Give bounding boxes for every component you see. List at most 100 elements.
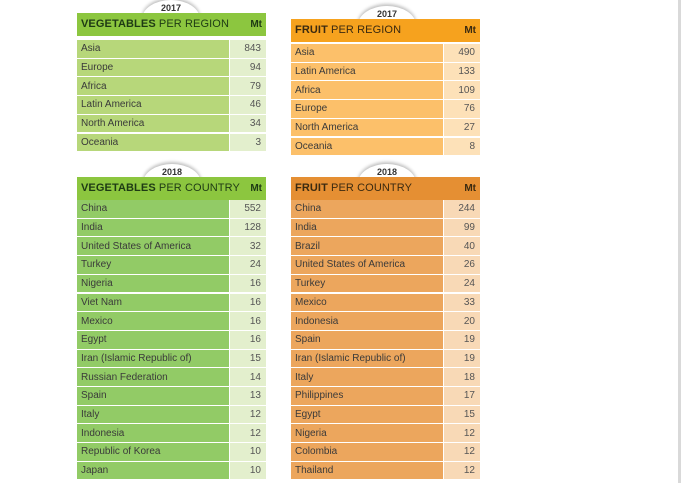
table-row: Spain 19 bbox=[291, 330, 480, 350]
row-label: Iran (Islamic Republic of) bbox=[291, 349, 443, 368]
row-value: 15 bbox=[230, 349, 266, 368]
row-value: 133 bbox=[444, 62, 480, 81]
vegetables-per-region-table: 2017 VEGETABLES PER REGION Mt Asia 843 Eur… bbox=[77, 0, 266, 153]
row-label: Italy bbox=[291, 368, 443, 386]
row-label: India bbox=[77, 218, 229, 237]
row-label: United States of America bbox=[291, 256, 443, 274]
row-label: Colombia bbox=[291, 443, 443, 461]
row-value: 19 bbox=[444, 349, 480, 368]
row-value: 79 bbox=[230, 77, 266, 96]
row-value: 16 bbox=[230, 274, 266, 293]
table-title: FRUIT PER REGION bbox=[295, 24, 402, 36]
row-label: Asia bbox=[77, 40, 229, 58]
page-edge bbox=[678, 0, 681, 483]
row-value: 16 bbox=[230, 330, 266, 349]
table-row: Iran (Islamic Republic of) 19 bbox=[291, 349, 480, 369]
row-label: Nigeria bbox=[77, 274, 229, 293]
table-row: Mexico 33 bbox=[291, 293, 480, 313]
table-row: Latin America 46 bbox=[77, 96, 266, 115]
row-value: 12 bbox=[230, 405, 266, 424]
row-value: 14 bbox=[230, 368, 266, 386]
table-row: India 128 bbox=[77, 218, 266, 238]
row-value: 94 bbox=[230, 58, 266, 77]
table-row: Japan 10 bbox=[77, 461, 266, 481]
table-row: Oceania 3 bbox=[77, 133, 266, 153]
table-row: North America 27 bbox=[291, 118, 480, 138]
row-label: Japan bbox=[77, 461, 229, 480]
table-row: Asia 490 bbox=[291, 44, 480, 63]
row-label: Spain bbox=[291, 330, 443, 349]
row-label: Philippines bbox=[291, 387, 443, 405]
table-row: Mexico 16 bbox=[77, 312, 266, 331]
row-label: Italy bbox=[77, 405, 229, 424]
table-row: United States of America 26 bbox=[291, 256, 480, 275]
table-row: Nigeria 12 bbox=[291, 424, 480, 443]
row-label: Turkey bbox=[77, 256, 229, 274]
row-label: Asia bbox=[291, 44, 443, 62]
row-label: Africa bbox=[291, 81, 443, 100]
vegetables-per-country-table: 2018 VEGETABLES PER COUNTRY Mt China 552 I… bbox=[77, 164, 266, 481]
row-value: 34 bbox=[230, 114, 266, 133]
table-row: Republic of Korea 10 bbox=[77, 443, 266, 462]
table-header: VEGETABLES PER REGION Mt bbox=[77, 13, 266, 36]
table-row: Africa 79 bbox=[77, 77, 266, 96]
table-row: Iran (Islamic Republic of) 15 bbox=[77, 349, 266, 369]
row-value: 8 bbox=[444, 137, 480, 156]
table-row: Russian Federation 14 bbox=[77, 368, 266, 387]
row-label: Oceania bbox=[291, 137, 443, 156]
row-value: 99 bbox=[444, 218, 480, 237]
unit-label: Mt bbox=[464, 183, 476, 194]
row-label: Iran (Islamic Republic of) bbox=[77, 349, 229, 368]
row-label: Nigeria bbox=[291, 424, 443, 443]
table-row: United States of America 32 bbox=[77, 237, 266, 256]
table-row: Colombia 12 bbox=[291, 443, 480, 462]
row-value: 26 bbox=[444, 256, 480, 274]
unit-label: Mt bbox=[464, 25, 476, 36]
table-title: VEGETABLES PER REGION bbox=[81, 18, 229, 30]
row-value: 16 bbox=[230, 312, 266, 330]
table-row: Europe 94 bbox=[77, 58, 266, 78]
row-label: Oceania bbox=[77, 133, 229, 152]
row-value: 24 bbox=[444, 274, 480, 293]
table-row: Egypt 15 bbox=[291, 405, 480, 425]
row-value: 244 bbox=[444, 200, 480, 218]
row-label: Latin America bbox=[77, 96, 229, 114]
table-row: Asia 843 bbox=[77, 40, 266, 59]
table-title: FRUIT PER COUNTRY bbox=[295, 182, 413, 194]
table-row: Turkey 24 bbox=[77, 256, 266, 275]
table-row: Latin America 133 bbox=[291, 62, 480, 82]
row-label: Mexico bbox=[77, 312, 229, 330]
row-label: Viet Nam bbox=[77, 293, 229, 312]
row-value: 12 bbox=[444, 461, 480, 480]
row-value: 10 bbox=[230, 443, 266, 461]
row-label: Europe bbox=[291, 100, 443, 118]
row-value: 18 bbox=[444, 368, 480, 386]
row-label: Mexico bbox=[291, 293, 443, 312]
row-label: Thailand bbox=[291, 461, 443, 480]
row-value: 12 bbox=[444, 443, 480, 461]
row-value: 27 bbox=[444, 118, 480, 137]
row-label: Turkey bbox=[291, 274, 443, 293]
row-label: Indonesia bbox=[291, 312, 443, 330]
unit-label: Mt bbox=[250, 183, 262, 194]
row-value: 40 bbox=[444, 237, 480, 256]
table-row: Viet Nam 16 bbox=[77, 293, 266, 313]
table-row: China 244 bbox=[291, 200, 480, 219]
row-value: 109 bbox=[444, 81, 480, 100]
row-label: Republic of Korea bbox=[77, 443, 229, 461]
row-label: India bbox=[291, 218, 443, 237]
row-label: North America bbox=[77, 114, 229, 133]
table-row: Nigeria 16 bbox=[77, 274, 266, 294]
fruit-per-region-table: 2017 FRUIT PER REGION Mt Asia 490 Latin Am… bbox=[291, 6, 480, 157]
row-value: 13 bbox=[230, 387, 266, 405]
row-value: 33 bbox=[444, 293, 480, 312]
row-value: 12 bbox=[230, 424, 266, 443]
table-row: North America 34 bbox=[77, 114, 266, 134]
table-header: FRUIT PER COUNTRY Mt bbox=[291, 177, 480, 200]
table-row: Philippines 17 bbox=[291, 387, 480, 406]
table-row: India 99 bbox=[291, 218, 480, 238]
table-row: Indonesia 20 bbox=[291, 312, 480, 331]
row-value: 76 bbox=[444, 100, 480, 118]
row-label: Europe bbox=[77, 58, 229, 77]
row-value: 12 bbox=[444, 424, 480, 443]
